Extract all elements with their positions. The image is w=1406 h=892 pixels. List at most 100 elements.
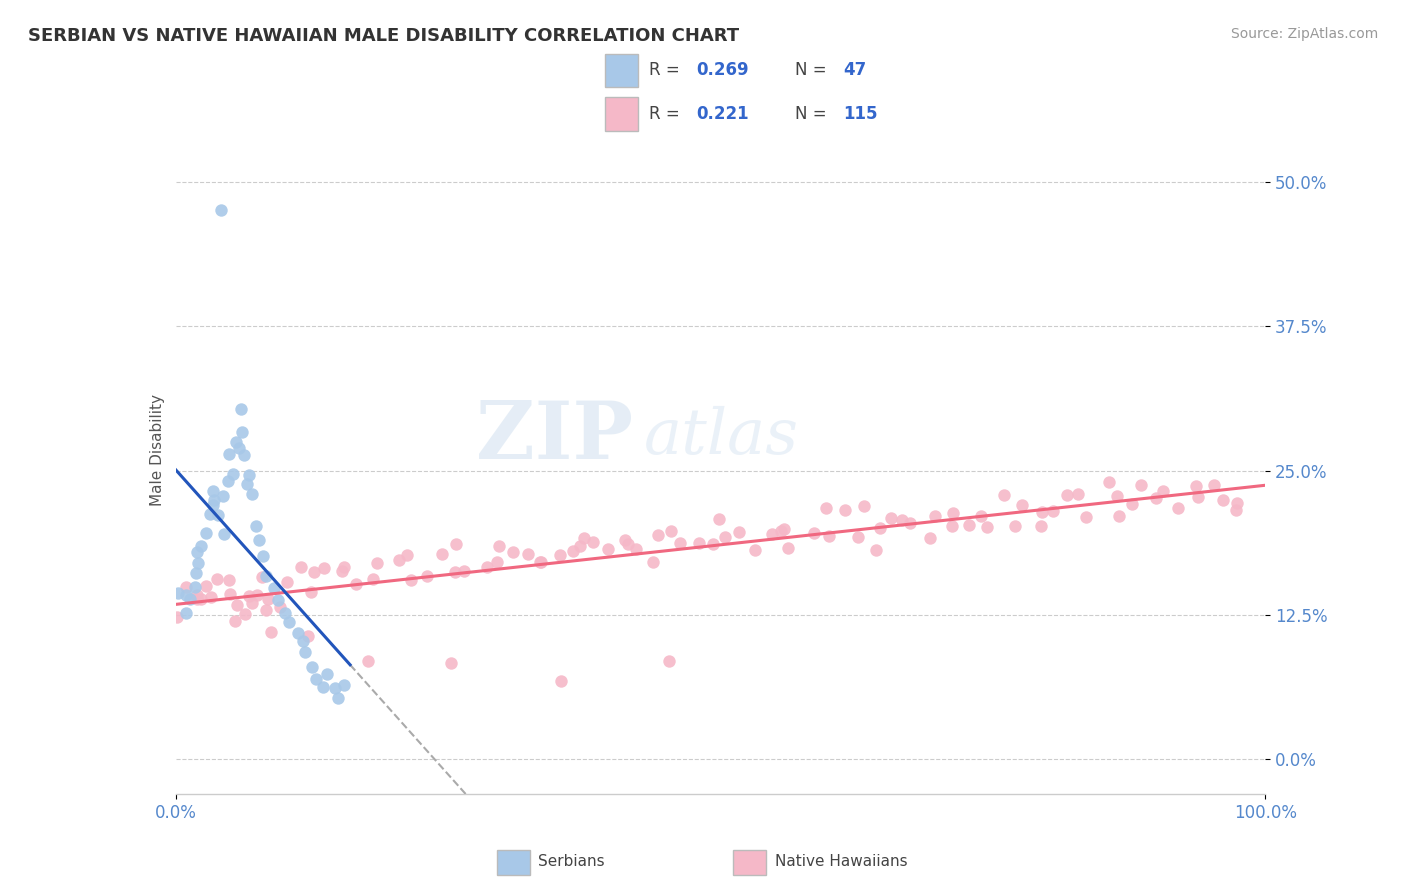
Bar — [734, 850, 766, 875]
Text: R =: R = — [650, 105, 679, 123]
Point — [1187, 490, 1209, 504]
Point — [184, 566, 207, 580]
Point — [224, 614, 246, 628]
Point — [202, 493, 225, 508]
Text: ZIP: ZIP — [477, 398, 633, 475]
Point — [1098, 475, 1121, 490]
Point — [195, 579, 218, 593]
Point — [976, 520, 998, 534]
Point — [276, 574, 298, 589]
Point — [245, 518, 267, 533]
Bar — [498, 850, 530, 875]
Point — [190, 592, 212, 607]
Point — [231, 425, 253, 439]
Point — [179, 591, 201, 606]
Point — [396, 548, 419, 562]
Y-axis label: Male Disability: Male Disability — [149, 394, 165, 507]
Point — [453, 564, 475, 578]
Point — [624, 541, 647, 556]
Point — [772, 522, 794, 536]
Point — [205, 572, 228, 586]
Point — [294, 645, 316, 659]
Point — [218, 573, 240, 587]
Point — [291, 633, 314, 648]
Point — [568, 539, 591, 553]
Text: Source: ZipAtlas.com: Source: ZipAtlas.com — [1230, 27, 1378, 41]
Point — [190, 539, 212, 553]
Text: 115: 115 — [842, 105, 877, 123]
Text: N =: N = — [796, 105, 827, 123]
Point — [240, 597, 263, 611]
Point — [323, 681, 346, 695]
Point — [186, 589, 208, 603]
Point — [1031, 505, 1053, 519]
Point — [702, 537, 724, 551]
Text: atlas: atlas — [644, 406, 799, 467]
Text: 47: 47 — [842, 62, 866, 79]
Text: SERBIAN VS NATIVE HAWAIIAN MALE DISABILITY CORRELATION CHART: SERBIAN VS NATIVE HAWAIIAN MALE DISABILI… — [28, 27, 740, 45]
Point — [688, 535, 710, 549]
Point — [240, 487, 263, 501]
Point — [333, 678, 356, 692]
Point — [562, 543, 585, 558]
Point — [658, 654, 681, 668]
Point — [218, 447, 240, 461]
Point — [238, 467, 260, 482]
Point — [344, 577, 367, 591]
Point — [200, 590, 222, 604]
Point — [614, 533, 637, 548]
Point — [1202, 478, 1225, 492]
Point — [1185, 479, 1208, 493]
Point — [330, 564, 353, 578]
Point — [201, 498, 224, 512]
Text: 0.221: 0.221 — [696, 105, 749, 123]
Point — [1226, 496, 1249, 510]
Point — [1212, 493, 1234, 508]
Point — [1105, 489, 1128, 503]
Point — [1029, 518, 1052, 533]
Point — [550, 674, 572, 689]
Point — [517, 547, 540, 561]
Point — [815, 500, 838, 515]
Point — [176, 606, 198, 620]
Point — [225, 435, 247, 450]
Point — [993, 488, 1015, 502]
Point — [596, 542, 619, 557]
Point — [1225, 503, 1247, 517]
Point — [312, 561, 335, 575]
Point — [709, 512, 731, 526]
Point — [236, 477, 259, 491]
Point — [865, 543, 887, 558]
Point — [659, 524, 682, 539]
Point — [1011, 498, 1033, 512]
Point — [1004, 519, 1026, 533]
Point — [232, 448, 254, 462]
Point — [202, 484, 225, 499]
Point — [668, 536, 690, 550]
Point — [366, 556, 388, 570]
Point — [302, 565, 325, 579]
Point — [869, 521, 891, 535]
Point — [311, 680, 333, 694]
Point — [1167, 500, 1189, 515]
Point — [617, 537, 640, 551]
Point — [290, 560, 312, 574]
Point — [209, 203, 232, 218]
Point — [728, 525, 751, 540]
Point — [502, 545, 524, 559]
Bar — [605, 54, 638, 87]
Point — [299, 585, 322, 599]
Point — [212, 489, 235, 503]
Point — [778, 541, 800, 555]
Point — [245, 589, 267, 603]
Point — [166, 610, 188, 624]
Point — [252, 549, 274, 563]
Point — [924, 509, 946, 524]
Point — [269, 599, 291, 614]
Point — [247, 533, 270, 547]
Point — [387, 553, 409, 567]
Point — [1129, 477, 1152, 491]
Point — [761, 527, 783, 541]
Point — [548, 549, 571, 563]
Point — [440, 656, 463, 670]
